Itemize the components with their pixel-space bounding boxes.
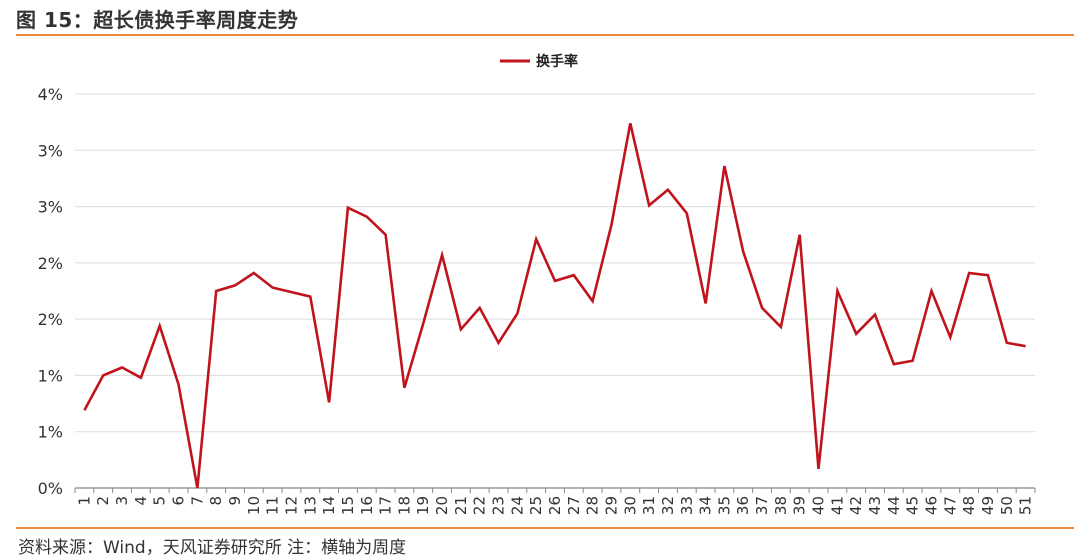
x-tick-label: 41 bbox=[828, 496, 846, 515]
gridlines bbox=[75, 93, 1035, 433]
x-tick-label: 15 bbox=[339, 496, 357, 515]
series-line-turnover bbox=[83, 123, 1026, 489]
x-tick-label: 39 bbox=[791, 496, 809, 515]
x-tick-label: 29 bbox=[602, 496, 620, 515]
x-tick-label: 11 bbox=[264, 496, 282, 515]
legend-label: 换手率 bbox=[536, 53, 578, 70]
x-axis-ticks: 1 2 3 4 5 6 7 8 9 10 11 12 13 14 15 16 17 18 19 20 21 22 23 24 2… bbox=[74, 488, 1036, 515]
y-tick-label: 1% bbox=[38, 423, 63, 442]
x-tick-label: 26 bbox=[546, 496, 564, 515]
x-tick-label: 2 bbox=[94, 496, 112, 506]
x-tick-label: 38 bbox=[772, 496, 790, 515]
x-tick-label: 33 bbox=[678, 496, 696, 515]
x-tick-label: 3 bbox=[113, 496, 131, 506]
x-tick-label: 23 bbox=[490, 496, 508, 515]
x-tick-label: 45 bbox=[904, 496, 922, 515]
x-tick-label: 44 bbox=[885, 496, 903, 515]
line-chart: 0%1%1%2%2%3%3%4% 1 2 3 4 5 6 7 8 9 10 11 12 13 14 15 16… bbox=[38, 53, 1036, 515]
x-tick-label: 32 bbox=[659, 496, 677, 515]
source-divider bbox=[16, 527, 1074, 529]
x-tick-label: 40 bbox=[810, 496, 828, 515]
x-tick-label: 1 bbox=[75, 496, 93, 506]
x-tick-label: 14 bbox=[320, 496, 338, 515]
x-tick-label: 43 bbox=[866, 496, 884, 515]
x-tick-label: 37 bbox=[753, 496, 771, 515]
title-divider bbox=[16, 34, 1074, 36]
x-tick-label: 35 bbox=[715, 496, 733, 515]
x-tick-label: 49 bbox=[979, 496, 997, 515]
x-tick-label: 22 bbox=[471, 496, 489, 515]
x-tick-label: 6 bbox=[170, 496, 188, 506]
y-tick-label: 4% bbox=[38, 85, 63, 104]
x-tick-label: 31 bbox=[640, 496, 658, 515]
x-tick-label: 12 bbox=[282, 496, 300, 515]
x-tick-label: 27 bbox=[565, 496, 583, 515]
y-tick-label: 3% bbox=[38, 198, 63, 217]
source-note: 资料来源：Wind，天风证券研究所 注：横轴为周度 bbox=[18, 538, 407, 558]
x-tick-label: 36 bbox=[734, 496, 752, 515]
y-tick-label: 2% bbox=[38, 254, 63, 273]
x-tick-label: 47 bbox=[941, 496, 959, 515]
y-tick-label: 1% bbox=[38, 366, 63, 385]
y-tick-label: 0% bbox=[38, 479, 63, 498]
x-tick-label: 4 bbox=[132, 496, 150, 506]
x-tick-label: 51 bbox=[1017, 496, 1035, 515]
x-tick-label: 25 bbox=[527, 496, 545, 515]
figure-title: 图 15：超长债换手率周度走势 bbox=[16, 8, 299, 32]
x-tick-label: 42 bbox=[847, 496, 865, 515]
x-tick-label: 46 bbox=[922, 496, 940, 515]
x-tick-label: 5 bbox=[151, 496, 169, 506]
x-tick-label: 24 bbox=[508, 496, 526, 515]
x-tick-label: 28 bbox=[584, 496, 602, 515]
x-tick-label: 48 bbox=[960, 496, 978, 515]
y-axis-ticks: 0% 1% 1% 2% 2% 3% 3% 4% bbox=[38, 85, 63, 498]
x-tick-label: 20 bbox=[433, 496, 451, 515]
x-tick-label: 16 bbox=[358, 496, 376, 515]
series-layer bbox=[83, 123, 1026, 489]
x-tick-label: 7 bbox=[188, 496, 206, 506]
x-tick-label: 30 bbox=[621, 496, 639, 515]
x-tick-label: 19 bbox=[414, 496, 432, 515]
x-tick-label: 8 bbox=[207, 496, 225, 506]
x-tick-label: 18 bbox=[395, 496, 413, 515]
legend: 换手率 bbox=[500, 53, 578, 70]
x-tick-label: 10 bbox=[245, 496, 263, 515]
x-tick-label: 9 bbox=[226, 496, 244, 506]
x-tick-label: 13 bbox=[301, 496, 319, 515]
y-tick-label: 2% bbox=[38, 310, 63, 329]
x-tick-label: 17 bbox=[377, 496, 395, 515]
x-tick-label: 50 bbox=[998, 496, 1016, 515]
y-tick-label: 3% bbox=[38, 141, 63, 160]
x-tick-label: 21 bbox=[452, 496, 470, 515]
x-tick-label: 34 bbox=[697, 496, 715, 515]
